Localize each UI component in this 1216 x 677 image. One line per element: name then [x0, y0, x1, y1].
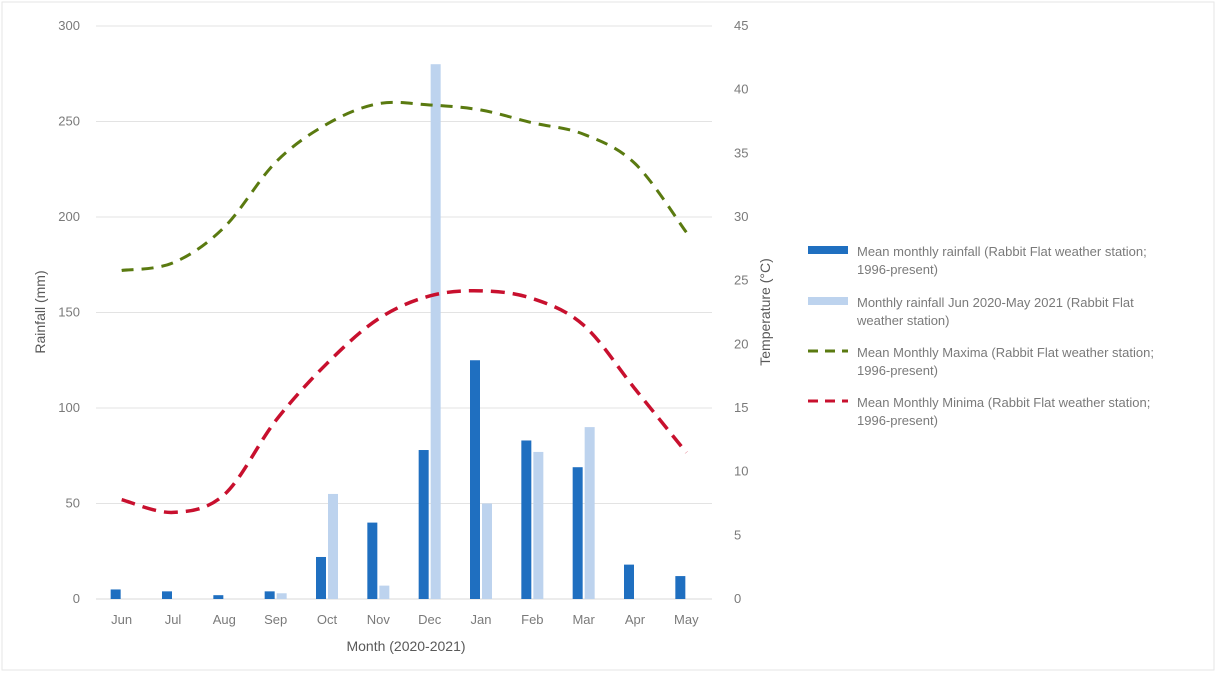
bar-mean-rainfall [572, 467, 583, 599]
bar-mean-rainfall [470, 360, 480, 599]
legend-swatch [808, 246, 848, 254]
bar-monthly-rainfall [379, 585, 390, 599]
bar-mean-rainfall [110, 589, 121, 599]
y2-tick-label: 30 [734, 209, 748, 224]
x-tick-label: May [674, 612, 699, 627]
x-axis-ticks: Jun Jul Aug Sep Oct Nov Dec Jan Feb Mar Apr May [111, 612, 699, 627]
bar-mean-rainfall [264, 591, 275, 599]
left-axis-ticks: 0 50 100 150 200 250 300 [58, 18, 80, 606]
bar-mean-rainfall [367, 522, 378, 599]
x-axis-title: Month (2020-2021) [346, 638, 465, 654]
y2-tick-label: 10 [734, 464, 748, 479]
y-tick-label: 50 [66, 496, 80, 511]
bar-monthly-rainfall [276, 593, 287, 599]
legend-label: Monthly rainfall Jun 2020-May 2021 (Rabb… [856, 295, 1134, 328]
bar-mean-rainfall [316, 556, 326, 599]
bar-mean-rainfall [521, 440, 532, 599]
bar-mean-rainfall [418, 450, 429, 599]
bar-monthly-rainfall [328, 493, 338, 599]
bar-mean-rainfall [675, 576, 686, 599]
x-tick-label: Apr [625, 612, 646, 627]
y2-tick-label: 20 [734, 336, 748, 351]
y2-axis-title: Temperature (°C) [757, 258, 773, 366]
bar-monthly-rainfall [430, 64, 441, 599]
y-tick-label: 200 [58, 209, 80, 224]
y-tick-label: 300 [58, 18, 80, 33]
x-tick-label: Dec [418, 612, 442, 627]
y2-tick-label: 35 [734, 145, 748, 160]
bar-mean-rainfall [213, 595, 224, 599]
x-tick-label: Sep [264, 612, 287, 627]
x-tick-label: Jun [111, 612, 132, 627]
bar-monthly-rainfall [584, 427, 595, 599]
y2-tick-label: 0 [734, 591, 741, 606]
y2-tick-label: 25 [734, 273, 748, 288]
bar-monthly-rainfall [482, 503, 492, 599]
bar-series [110, 64, 686, 599]
bar-mean-rainfall [162, 591, 172, 599]
x-tick-label: Mar [572, 612, 595, 627]
x-tick-label: Jul [165, 612, 182, 627]
gridlines [96, 25, 712, 600]
legend: Mean monthly rainfall (Rabbit Flat weath… [808, 244, 1154, 428]
x-tick-label: Feb [521, 612, 543, 627]
legend-label: Mean Monthly Minima (Rabbit Flat weather… [857, 395, 1150, 428]
y-tick-label: 150 [58, 305, 80, 320]
y-tick-label: 0 [73, 591, 80, 606]
x-tick-label: Oct [317, 612, 338, 627]
y-axis-title: Rainfall (mm) [32, 270, 48, 353]
y2-tick-label: 40 [734, 82, 748, 97]
legend-label: Mean monthly rainfall (Rabbit Flat weath… [857, 244, 1147, 277]
bar-monthly-rainfall [533, 451, 544, 599]
y-tick-label: 250 [58, 114, 80, 129]
y-tick-label: 100 [58, 400, 80, 415]
x-tick-label: Aug [213, 612, 236, 627]
bar-mean-rainfall [624, 564, 634, 599]
x-tick-label: Nov [367, 612, 391, 627]
x-tick-label: Jan [471, 612, 492, 627]
legend-label: Mean Monthly Maxima (Rabbit Flat weather… [857, 345, 1154, 378]
y2-tick-label: 5 [734, 527, 741, 542]
y2-tick-label: 15 [734, 400, 748, 415]
right-axis-ticks: 0 5 10 15 20 25 30 35 40 45 [734, 18, 748, 606]
y2-tick-label: 45 [734, 18, 748, 33]
legend-swatch [808, 297, 848, 305]
